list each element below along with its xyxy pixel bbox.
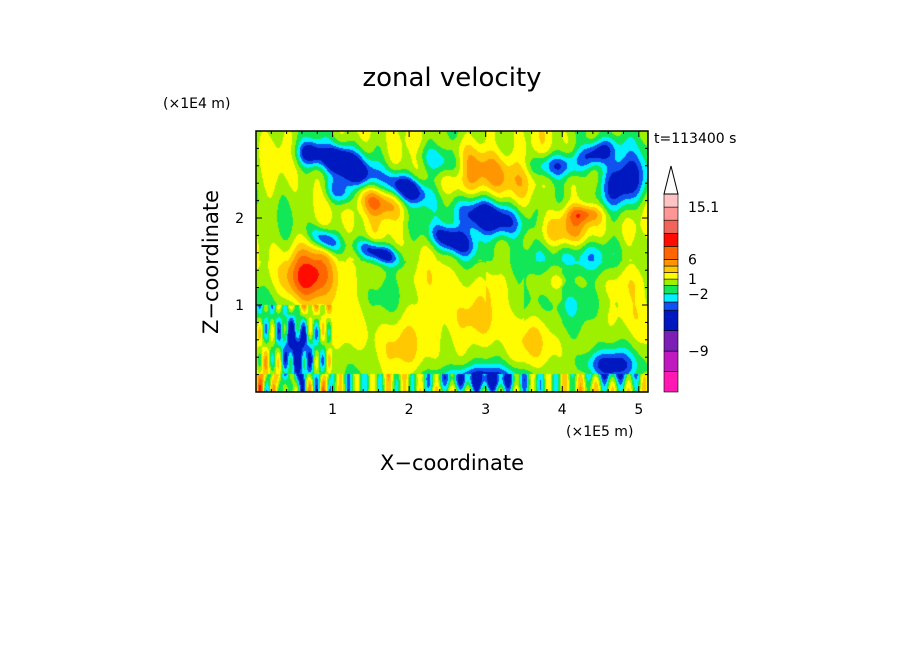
colorbar-extend-triangle xyxy=(663,165,679,195)
plot-frame xyxy=(255,130,649,393)
x-tick-label: 5 xyxy=(634,402,643,418)
y-tick-label: 2 xyxy=(235,211,244,227)
y-axis-label: Z−coordinate xyxy=(199,190,223,334)
colorbar-band xyxy=(663,371,679,393)
colorbar-band xyxy=(663,272,679,280)
colorbar-band xyxy=(663,293,679,303)
x-unit-note: (×1E5 m) xyxy=(566,424,633,440)
x-tick-label: 2 xyxy=(405,402,414,418)
x-axis-label: X−coordinate xyxy=(380,451,524,475)
colorbar-label: 15.1 xyxy=(688,200,719,216)
colorbar-band xyxy=(663,259,679,267)
colorbar-band xyxy=(663,309,679,331)
colorbar-band xyxy=(663,330,679,352)
time-label: t=113400 s xyxy=(654,131,736,147)
colorbar-band xyxy=(663,301,679,311)
colorbar-band xyxy=(663,219,679,234)
colorbar-label: 1 xyxy=(688,272,697,288)
y-axis: 12 xyxy=(235,147,648,376)
x-tick-label: 4 xyxy=(558,402,567,418)
plot-area xyxy=(255,130,649,393)
colorbar-band xyxy=(663,232,679,247)
x-tick-label: 3 xyxy=(481,402,490,418)
velocity-contour-field xyxy=(256,131,648,392)
x-axis: 1 2 3 4 5 xyxy=(270,131,643,418)
y-unit-note: (×1E4 m) xyxy=(163,96,230,112)
colorbar-band xyxy=(663,265,679,273)
colorbar-label: −2 xyxy=(688,287,709,303)
colorbar-label: 6 xyxy=(688,252,697,268)
colorbar-band xyxy=(663,206,679,221)
x-tick-label: 1 xyxy=(328,402,337,418)
colorbar-band xyxy=(663,246,679,260)
chart-title: zonal velocity xyxy=(362,63,541,93)
colorbar-band xyxy=(663,278,679,286)
colorbar-label: −9 xyxy=(688,344,709,360)
colorbar-band xyxy=(663,350,679,372)
colorbar: 15.1 6 1−2 −9 xyxy=(663,165,719,393)
y-tick-label: 1 xyxy=(235,298,244,314)
colorbar-band xyxy=(663,193,679,208)
colorbar-band xyxy=(663,285,679,295)
